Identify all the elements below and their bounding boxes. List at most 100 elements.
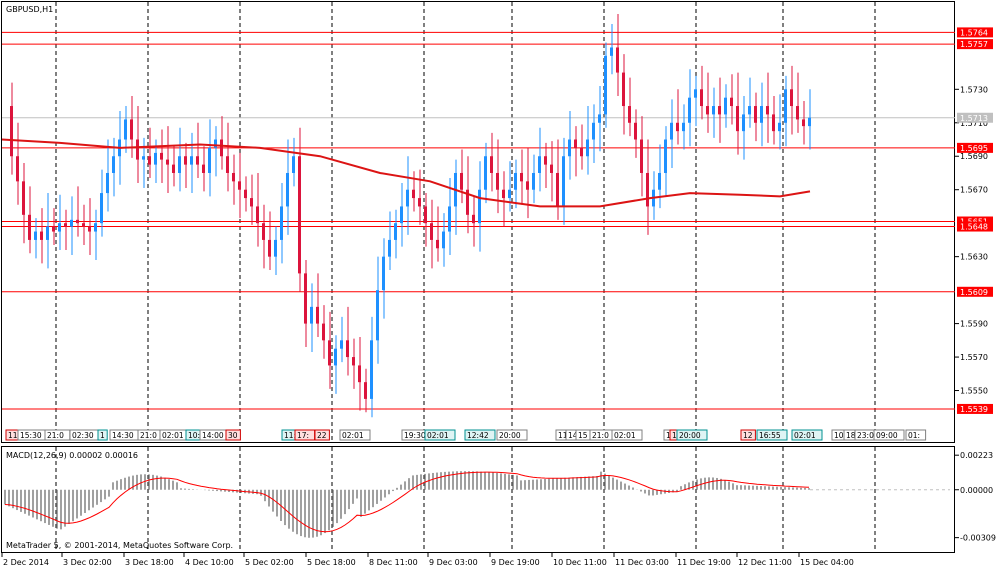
candle-body	[376, 290, 379, 341]
candle-body	[52, 226, 55, 232]
event-label: 11	[558, 431, 568, 440]
candle-body	[196, 156, 199, 165]
candle-body	[682, 122, 685, 132]
candle-body	[580, 147, 583, 157]
event-label: 21:0	[592, 431, 609, 440]
event-marker[interactable]	[424, 429, 456, 441]
event-marker[interactable]	[873, 429, 905, 441]
time-tick-label: 3 Dec 18:00	[125, 558, 174, 567]
event-marker[interactable]	[611, 429, 643, 441]
candle-body	[250, 198, 253, 207]
candle-body	[286, 172, 289, 207]
candle-body	[556, 172, 559, 207]
time-tick-label: 15 Dec 04:00	[800, 558, 854, 567]
candle-body	[166, 159, 169, 165]
candle-body	[634, 122, 637, 140]
event-label: 16:55	[759, 431, 781, 440]
event-label: 15:30	[20, 431, 42, 440]
candle-body	[472, 214, 475, 224]
current-price-label-bg	[957, 112, 993, 123]
candle-body	[724, 97, 727, 115]
event-label: 02:01	[427, 431, 449, 440]
event-label: 02:01	[794, 431, 816, 440]
level-labels: 1.57641.57571.56951.56511.56481.56091.55…	[957, 27, 993, 414]
candle-body	[778, 122, 781, 132]
candle-body	[82, 223, 85, 227]
event-strip: 11: 15:30 21:0 02:30 1 14:30 21:0 02:01 10: 14:00…	[5, 429, 927, 441]
candle-body	[448, 206, 451, 232]
candle-body	[268, 239, 271, 257]
event-marker[interactable]	[464, 429, 496, 441]
event-label: 02:01	[614, 431, 636, 440]
time-axis: 2 Dec 2014 3 Dec 02:00 3 Dec 18:00 4 Dec 10…	[1, 553, 854, 567]
candle-body	[616, 47, 619, 73]
candle-body	[352, 357, 355, 366]
event-label: 12:42	[467, 431, 489, 440]
level-label-bg	[957, 221, 993, 232]
event-label: 09:00	[876, 431, 898, 440]
event-marker[interactable]	[756, 429, 788, 441]
candle-body	[514, 172, 517, 190]
candle-body	[346, 340, 349, 358]
price-tick-label: 1.5690	[960, 152, 988, 161]
level-label: 1.5648	[960, 223, 988, 232]
level-label-bg	[957, 39, 993, 50]
candle-body	[208, 147, 211, 173]
event-marker[interactable]	[496, 429, 528, 441]
candle-body	[394, 223, 397, 240]
candle-body	[28, 214, 31, 240]
candle-body	[622, 72, 625, 107]
macd-tick-label: 0.00000	[960, 486, 993, 495]
level-label: 1.5539	[960, 405, 988, 414]
event-marker[interactable]	[791, 429, 823, 441]
candle-body	[610, 47, 613, 56]
candle-body	[310, 306, 313, 324]
candle-body	[334, 348, 337, 366]
price-tick-label: 1.5670	[960, 186, 988, 195]
candle-body	[736, 106, 739, 132]
candle-body	[232, 172, 235, 182]
level-label: 1.5764	[960, 28, 988, 37]
candle-body	[418, 198, 421, 207]
candle-body	[802, 119, 805, 127]
event-marker[interactable]	[676, 429, 708, 441]
macd-tick-label: -0.00309	[960, 534, 996, 543]
candle-body	[598, 114, 601, 123]
price-tick-label: 1.5570	[960, 353, 988, 362]
time-tick-label: 5 Dec 02:00	[245, 558, 294, 567]
level-label-bg	[957, 27, 993, 38]
candle-body	[766, 106, 769, 115]
candle-body	[154, 152, 157, 165]
candle-body	[442, 231, 445, 249]
event-marker[interactable]	[740, 429, 756, 441]
candle-body	[46, 226, 49, 240]
level-label: 1.5609	[960, 288, 988, 297]
price-tick-label: 1.5730	[960, 85, 988, 94]
candle-body	[58, 223, 61, 232]
candle-body	[478, 189, 481, 224]
event-marker[interactable]	[905, 429, 927, 441]
level-label: 1.5695	[960, 144, 988, 153]
event-marker[interactable]	[339, 429, 371, 441]
event-label: 02:30	[72, 431, 94, 440]
candle-body	[496, 172, 499, 190]
event-label: 20:00	[679, 431, 701, 440]
candle-body	[700, 89, 703, 107]
event-marker[interactable]	[225, 429, 241, 441]
candle-body	[172, 164, 175, 173]
candle-body	[238, 181, 241, 190]
candle-body	[256, 206, 259, 224]
event-marker[interactable]	[97, 429, 108, 441]
event-marker[interactable]	[314, 429, 330, 441]
candle-body	[148, 156, 151, 165]
price-tick-label: 1.5630	[960, 253, 988, 262]
candle-body	[754, 106, 757, 123]
candle-body	[280, 206, 283, 240]
candle-body	[184, 156, 187, 165]
candle-body	[94, 223, 97, 232]
event-label: 23:00	[857, 431, 879, 440]
candle-body	[694, 89, 697, 98]
event-label: 14:30	[112, 431, 134, 440]
candlesticks	[10, 14, 811, 418]
